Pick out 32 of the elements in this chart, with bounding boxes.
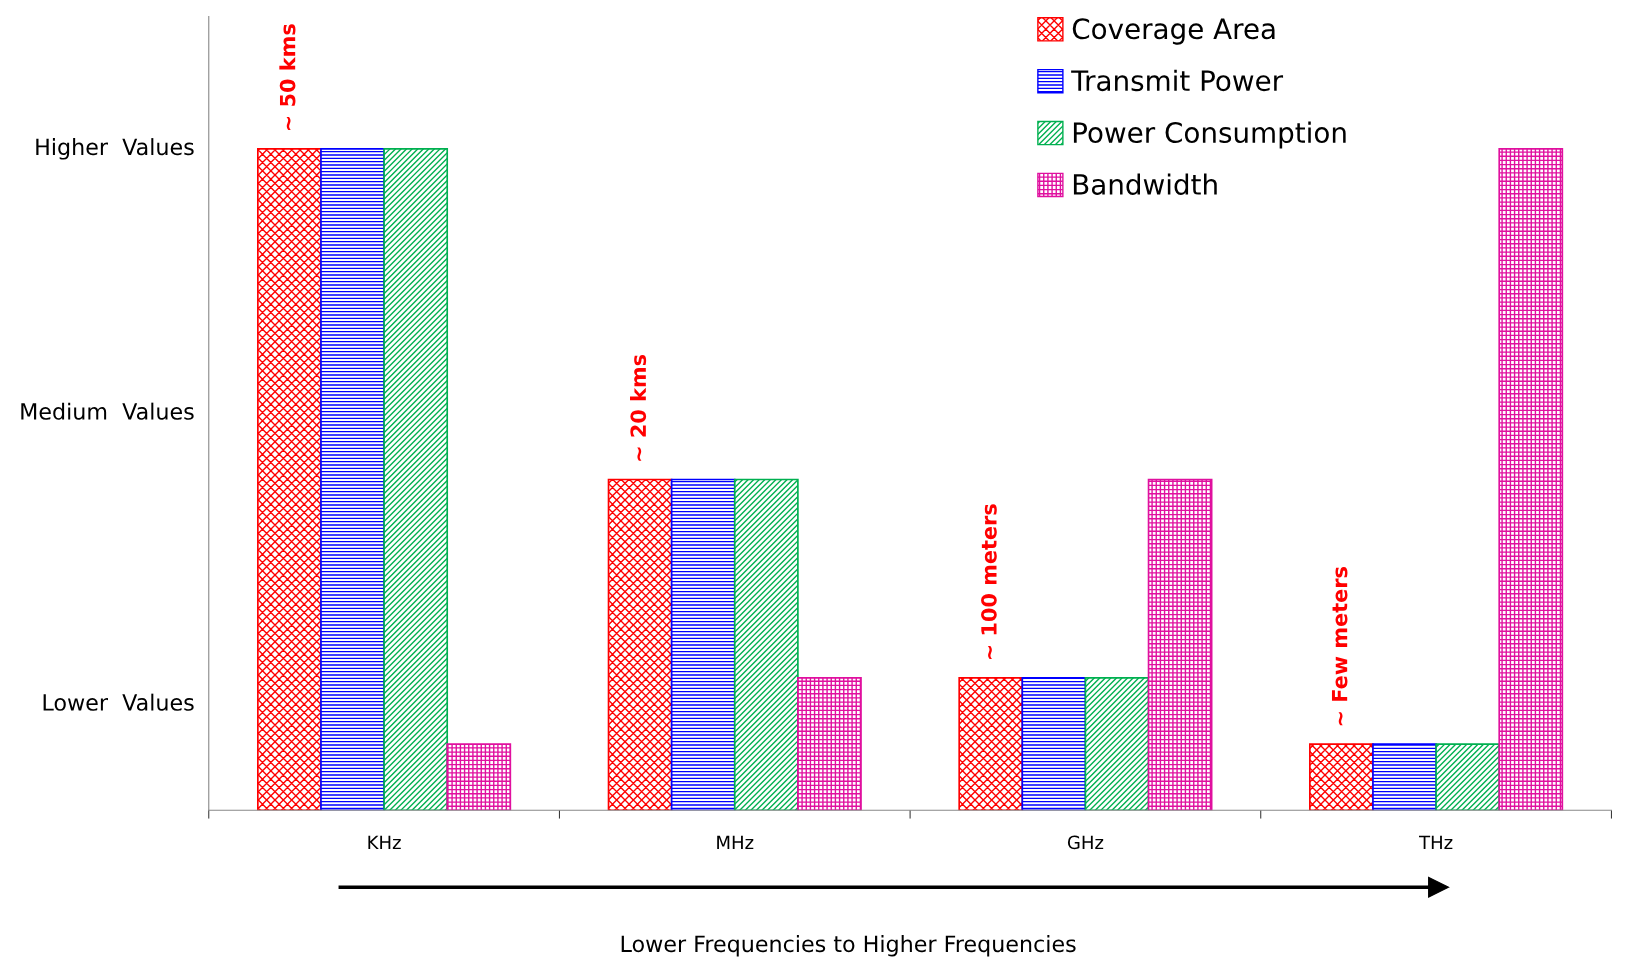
bar [1372,743,1437,811]
x-tick-label: THz [1419,835,1453,849]
legend-label: Bandwidth [1073,173,1217,195]
bar [797,677,862,811]
bar [257,148,322,811]
bar [1435,743,1501,811]
bar [607,478,673,811]
bar [1498,148,1564,811]
bar [670,478,736,811]
x-tick-label: MHz [717,835,754,849]
bar [446,743,512,811]
annotation: ~ 20 kms [630,354,647,461]
text: ~ 50 kms [279,24,296,130]
x-tick-label: KHz [368,835,401,849]
x-tick-label: GHz [1067,835,1104,850]
annotation: ~ Few meters [1331,567,1348,726]
bar [733,478,799,811]
bar [1084,677,1150,811]
text: Higher Values [36,138,194,160]
legend-label: Transmit Power [1071,69,1284,92]
x-axis-title: Lower Frequencies to Higher Frequencies [621,935,1076,957]
text: Medium Values [21,402,194,420]
bar [320,148,385,811]
text: Lower Values [43,693,194,711]
bar [958,677,1024,811]
bar [1147,478,1213,811]
bar [1021,677,1087,811]
legend-label: Power Consumption [1073,121,1346,149]
bar [1309,743,1374,811]
annotation: ~ 100 meters [981,504,997,660]
bar [383,148,449,811]
legend-label: Coverage Area [1072,18,1275,45]
